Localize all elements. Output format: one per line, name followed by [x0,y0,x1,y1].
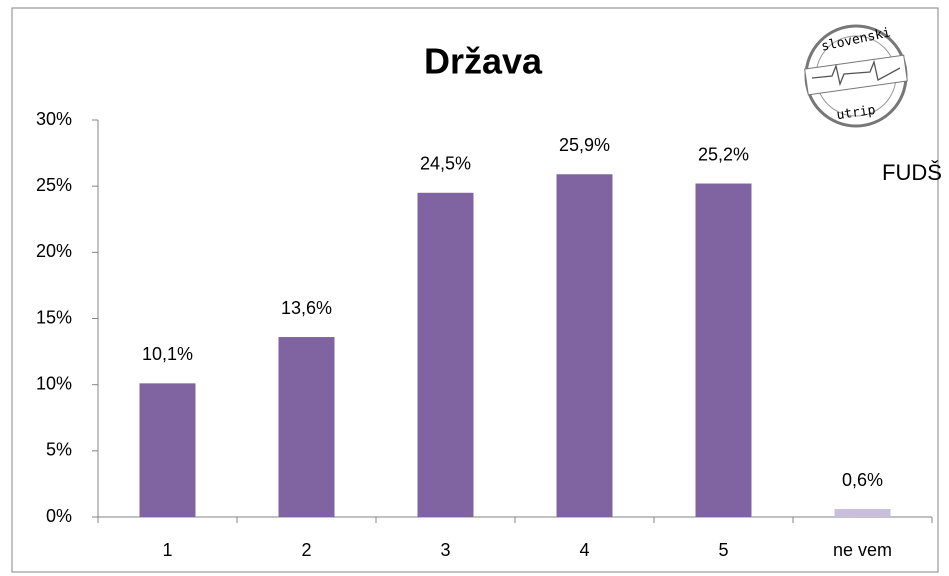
value-label: 25,9% [559,135,610,155]
x-tick-label: ne vem [833,540,892,560]
bar [139,383,196,517]
value-label: 10,1% [142,344,193,364]
bar [695,183,752,517]
value-label: 13,6% [281,298,332,318]
y-tick-label: 30% [36,109,72,129]
bar [556,174,613,518]
y-tick-label: 5% [46,440,72,460]
value-label: 0,6% [842,470,883,490]
logo-pulse [811,59,901,87]
x-tick-label: 2 [301,540,311,560]
y-tick-label: 15% [36,307,72,327]
bar [278,337,335,517]
y-tick-label: 25% [36,175,72,195]
logo-label: FUDŠ [882,160,942,185]
y-tick-label: 10% [36,373,72,393]
value-label: 24,5% [420,154,471,174]
x-tick-label: 3 [440,540,450,560]
value-label: 25,2% [698,144,749,164]
chart-title: Država [424,41,543,82]
x-tick-label: 1 [162,540,172,560]
bar [834,509,891,517]
y-tick-label: 20% [36,241,72,261]
bar [417,192,474,518]
logo-band [804,54,908,96]
logo: slovenski utrip [804,24,908,128]
x-tick-label: 4 [579,540,589,560]
logo-bottom: utrip [836,103,877,123]
x-tick-label: 5 [718,540,728,560]
y-tick-label: 0% [46,506,72,526]
